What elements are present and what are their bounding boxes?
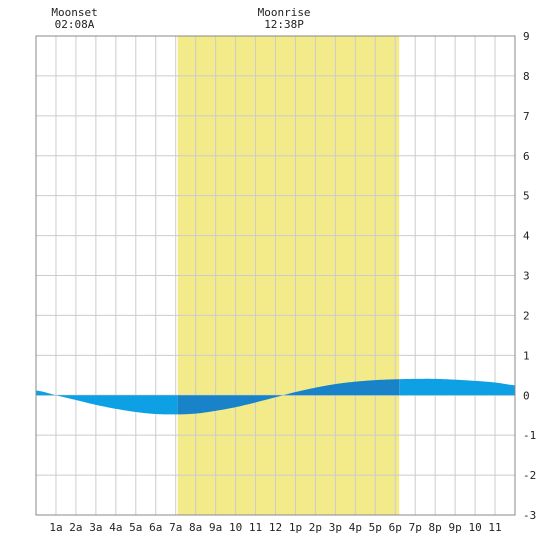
y-tick-label: 7	[523, 110, 530, 123]
x-tick-label: 9p	[449, 521, 462, 534]
x-tick-label: 3a	[89, 521, 102, 534]
x-tick-label: 7p	[409, 521, 422, 534]
moon-event-label: Moonrise	[258, 6, 311, 19]
y-tick-label: 8	[523, 70, 530, 83]
tide-area-night-early	[36, 390, 178, 415]
x-tick-label: 10	[468, 521, 481, 534]
x-tick-label: 8a	[189, 521, 202, 534]
x-tick-label: 5a	[129, 521, 142, 534]
moon-event-label: Moonset	[51, 6, 97, 19]
x-tick-label: 11	[488, 521, 501, 534]
x-tick-label: 1p	[289, 521, 302, 534]
y-tick-label: -1	[523, 429, 536, 442]
x-tick-label: 6p	[389, 521, 402, 534]
y-tick-label: 1	[523, 349, 530, 362]
y-tick-label: 4	[523, 230, 530, 243]
x-tick-label: 2a	[69, 521, 82, 534]
y-tick-label: 3	[523, 270, 530, 283]
y-tick-label: 2	[523, 309, 530, 322]
y-tick-label: 6	[523, 150, 530, 163]
x-tick-label: 4a	[109, 521, 122, 534]
y-tick-label: 0	[523, 389, 530, 402]
y-tick-label: -2	[523, 469, 536, 482]
y-tick-label: 9	[523, 30, 530, 43]
moon-event-time: 02:08A	[55, 18, 95, 31]
x-tick-label: 4p	[349, 521, 362, 534]
x-tick-label: 7a	[169, 521, 182, 534]
moon-event-time: 12:38P	[264, 18, 304, 31]
x-tick-label: 5p	[369, 521, 382, 534]
x-tick-label: 11	[249, 521, 262, 534]
tide-area-night-late	[399, 378, 515, 396]
x-tick-label: 8p	[429, 521, 442, 534]
x-tick-label: 2p	[309, 521, 322, 534]
x-tick-label: 6a	[149, 521, 162, 534]
plot-border	[35, 35, 516, 516]
y-tick-label: 5	[523, 190, 530, 203]
tide-area-daylight	[177, 379, 400, 415]
y-tick-label: -3	[523, 509, 536, 522]
x-tick-label: 12	[269, 521, 282, 534]
x-tick-label: 1a	[49, 521, 62, 534]
x-tick-label: 9a	[209, 521, 222, 534]
x-tick-label: 3p	[329, 521, 342, 534]
x-tick-label: 10	[229, 521, 242, 534]
